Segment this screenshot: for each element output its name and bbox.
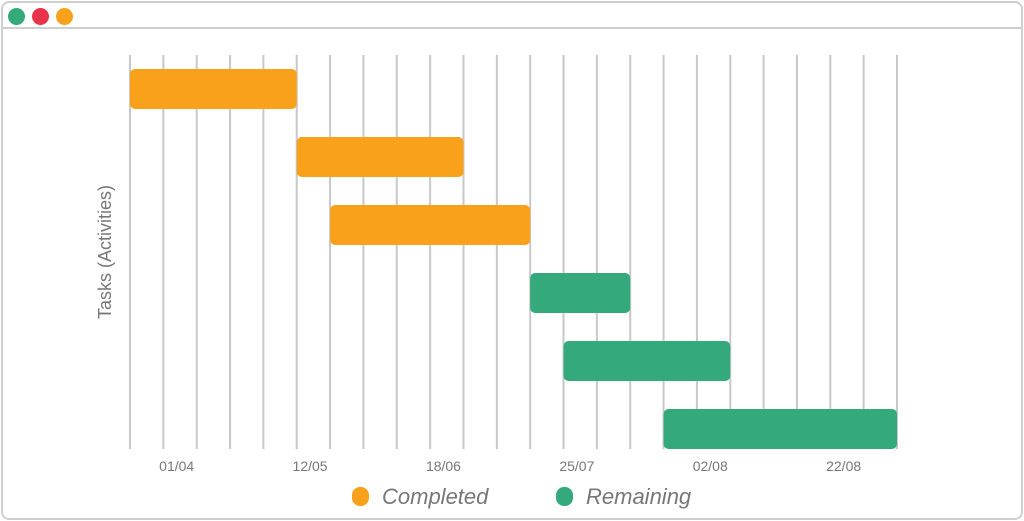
legend-label-remaining[interactable]: Remaining: [586, 484, 692, 509]
legend-label-completed[interactable]: Completed: [382, 484, 489, 509]
task-bar-6[interactable]: [663, 409, 897, 449]
task-bar-4[interactable]: [530, 273, 631, 313]
x-tick-label: 12/05: [293, 458, 328, 474]
title-bar: [3, 3, 1021, 29]
x-tick-label: 01/04: [159, 458, 194, 474]
x-tick-label: 02/08: [693, 458, 728, 474]
task-bar-3[interactable]: [330, 205, 531, 245]
window-control-orange[interactable]: [56, 8, 73, 25]
x-tick-label: 25/07: [559, 458, 594, 474]
window-control-green[interactable]: [8, 8, 25, 25]
legend-swatch-completed: [352, 487, 369, 506]
x-tick-label: 18/06: [426, 458, 461, 474]
legend-swatch-remaining: [556, 487, 573, 506]
x-tick-label: 22/08: [826, 458, 861, 474]
window-control-red[interactable]: [32, 8, 49, 25]
y-axis-label: Tasks (Activities): [95, 185, 115, 319]
task-bar-2[interactable]: [296, 137, 464, 177]
task-bar-5[interactable]: [563, 341, 731, 381]
task-bar-1[interactable]: [130, 69, 297, 109]
